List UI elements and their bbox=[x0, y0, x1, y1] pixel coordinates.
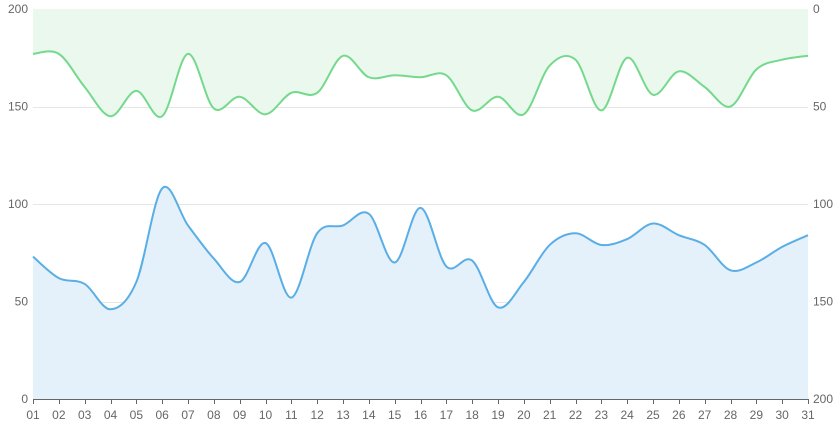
x-tick-label: 02 bbox=[52, 408, 66, 422]
y-right-tick-label: 0 bbox=[813, 2, 820, 16]
series-1-line bbox=[32, 185, 809, 311]
y-right-tick-label: 200 bbox=[813, 392, 833, 406]
x-tick-label: 11 bbox=[285, 408, 298, 422]
y-left-tick-label: 150 bbox=[8, 100, 28, 114]
x-tick-label: 25 bbox=[646, 408, 660, 422]
x-tick-label: 12 bbox=[310, 408, 324, 422]
series-2-area bbox=[33, 9, 808, 118]
series-areas bbox=[33, 9, 808, 399]
x-tick-label: 21 bbox=[543, 408, 557, 422]
x-tick-label: 31 bbox=[801, 408, 815, 422]
x-tick-label: 07 bbox=[181, 408, 195, 422]
y-left-tick-label: 200 bbox=[8, 2, 28, 16]
series-1-area bbox=[33, 186, 808, 399]
x-tick-label: 10 bbox=[259, 408, 273, 422]
x-tick-label: 16 bbox=[414, 408, 428, 422]
x-tick-label: 27 bbox=[698, 408, 712, 422]
tick-labels: 01 02 03 04 05 06 07 08 09 10 11 12 13 14 15 16 17 18 19 20… bbox=[8, 2, 833, 422]
x-tick-label: 06 bbox=[155, 408, 169, 422]
y-right-tick-label: 50 bbox=[813, 100, 827, 114]
x-tick-label: 20 bbox=[517, 408, 531, 422]
x-tick-label: 24 bbox=[620, 408, 634, 422]
x-tick-label: 04 bbox=[104, 408, 118, 422]
y-right-tick-label: 150 bbox=[813, 295, 833, 309]
x-tick-label: 13 bbox=[336, 408, 350, 422]
x-tick-label: 23 bbox=[595, 408, 609, 422]
x-tick-label: 08 bbox=[207, 408, 221, 422]
x-tick-label: 17 bbox=[440, 408, 454, 422]
x-tick-label: 29 bbox=[750, 408, 764, 422]
x-tick-label: 01 bbox=[26, 408, 40, 422]
series-lines bbox=[32, 50, 809, 311]
x-tick-label: 18 bbox=[465, 408, 479, 422]
x-tick-label: 03 bbox=[78, 408, 92, 422]
y-left-tick-label: 0 bbox=[21, 392, 28, 406]
x-tick-label: 05 bbox=[130, 408, 144, 422]
x-tick-label: 28 bbox=[724, 408, 738, 422]
y-left-tick-label: 50 bbox=[15, 295, 29, 309]
axes bbox=[33, 399, 809, 404]
x-tick-label: 15 bbox=[388, 408, 402, 422]
x-tick-label: 14 bbox=[362, 408, 376, 422]
y-left-tick-label: 100 bbox=[8, 197, 28, 211]
x-tick-label: 26 bbox=[672, 408, 686, 422]
x-tick-label: 09 bbox=[233, 408, 247, 422]
x-tick-label: 22 bbox=[569, 408, 583, 422]
series-2-line bbox=[32, 50, 809, 118]
x-tick-label: 19 bbox=[491, 408, 505, 422]
x-tick-label: 30 bbox=[775, 408, 789, 422]
y-right-tick-label: 100 bbox=[813, 197, 833, 211]
